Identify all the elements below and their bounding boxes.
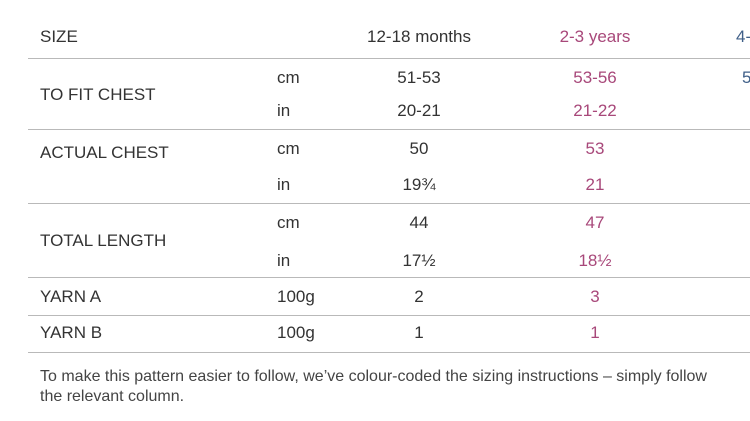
cell: 21 (585, 175, 605, 194)
size-header-label: SIZE (40, 27, 78, 46)
cell: 2 (414, 287, 424, 306)
row-divider (28, 58, 750, 59)
row-label-yarn-b: YARN B (40, 323, 103, 342)
unit-cm: cm (277, 213, 300, 232)
cell: 53 (585, 139, 605, 158)
cell: 17½ (402, 251, 436, 270)
unit-in: in (277, 251, 291, 270)
row-label-actual-chest: ACTUAL CHEST (40, 143, 169, 162)
cell: 1 (414, 323, 424, 342)
row-label-to-fit-chest: TO FIT CHEST (40, 85, 156, 104)
row-divider (28, 315, 750, 316)
footnote: To make this pattern easier to follow, w… (40, 368, 707, 405)
row-label-total-length: TOTAL LENGTH (40, 231, 167, 250)
cell: 5 (742, 68, 750, 87)
cell: 3 (590, 287, 600, 306)
row-label-yarn-a: YARN A (40, 287, 102, 306)
cell: 47 (585, 213, 605, 232)
size-header-2: 2-3 years (559, 27, 631, 46)
row-divider (28, 352, 750, 353)
size-header-3: 4- (736, 27, 750, 46)
cell: 51-53 (397, 68, 441, 87)
unit-100g: 100g (277, 287, 315, 306)
unit-cm: cm (277, 139, 300, 158)
unit-in: in (277, 101, 291, 120)
cell: 21-22 (573, 101, 617, 120)
cell: 1 (590, 323, 600, 342)
row-divider (28, 129, 750, 130)
cell: 19¾ (402, 175, 436, 194)
cell: 18½ (578, 251, 612, 270)
unit-cm: cm (277, 68, 300, 87)
cell: 20-21 (397, 101, 441, 120)
size-header-1: 12-18 months (367, 27, 471, 46)
unit-100g: 100g (277, 323, 315, 342)
unit-in: in (277, 175, 291, 194)
row-divider (28, 277, 750, 278)
row-divider (28, 203, 750, 204)
cell: 53-56 (573, 68, 617, 87)
cell: 44 (409, 213, 429, 232)
cell: 50 (409, 139, 429, 158)
